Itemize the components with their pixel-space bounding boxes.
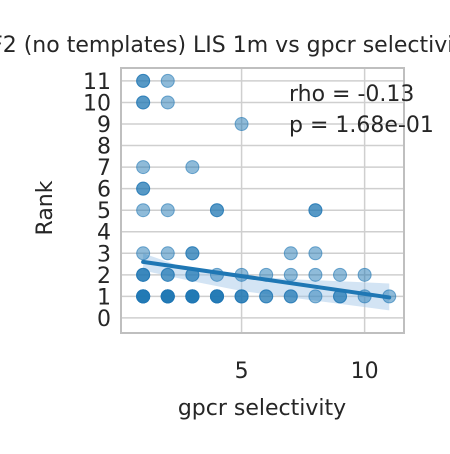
data-point	[160, 289, 175, 304]
y-tick-label: 10	[83, 91, 111, 116]
y-tick-label: 7	[97, 156, 111, 181]
x-tick-labels: 5 10	[235, 359, 379, 384]
data-point	[185, 289, 200, 304]
y-tick-label: 9	[97, 113, 111, 138]
data-point	[308, 203, 323, 218]
data-point	[160, 246, 175, 261]
data-point	[160, 95, 175, 110]
data-point	[283, 289, 298, 304]
data-point	[308, 246, 323, 261]
x-axis-label: gpcr selectivity	[178, 396, 346, 421]
y-tick-label: 11	[83, 70, 111, 95]
data-point	[234, 117, 249, 132]
confidence-band	[143, 253, 390, 311]
y-tick-label: 2	[97, 264, 111, 289]
y-tick-label: 5	[97, 199, 111, 224]
y-tick-label: 6	[97, 178, 111, 203]
x-tick-label: 10	[351, 359, 379, 384]
data-point	[160, 267, 175, 282]
y-tick-label: 0	[97, 307, 111, 332]
scatter-points	[136, 73, 397, 304]
p-value-annotation: p = 1.68e-01	[289, 113, 434, 138]
data-point	[234, 289, 249, 304]
y-tick-label: 1	[97, 285, 111, 310]
data-point	[209, 289, 224, 304]
data-point	[160, 203, 175, 218]
y-axis-label: Rank	[33, 180, 58, 235]
data-point	[185, 160, 200, 175]
regression-line-group	[141, 259, 392, 300]
regression-line	[141, 259, 392, 300]
data-point	[136, 289, 151, 304]
data-point	[136, 203, 151, 218]
x-tick-label: 5	[235, 359, 249, 384]
data-point	[136, 246, 151, 261]
data-point	[308, 267, 323, 282]
y-tick-label: 8	[97, 135, 111, 160]
y-tick-label: 3	[97, 242, 111, 267]
data-point	[160, 73, 175, 88]
y-tick-label: 4	[97, 221, 111, 246]
data-point	[308, 289, 323, 304]
data-point	[136, 181, 151, 196]
data-point	[283, 267, 298, 282]
data-point	[136, 160, 151, 175]
data-point	[209, 203, 224, 218]
rho-annotation: rho = -0.13	[289, 82, 414, 107]
data-point	[136, 95, 151, 110]
plot-frame	[120, 67, 405, 334]
data-point	[136, 267, 151, 282]
data-point	[283, 246, 298, 261]
data-point	[185, 246, 200, 261]
confidence-band-group	[143, 253, 390, 311]
data-point	[259, 289, 274, 304]
data-point	[357, 267, 372, 282]
data-point	[333, 267, 348, 282]
data-point	[136, 73, 151, 88]
chart-title: AF2 (no templates) LIS 1m vs gpcr select…	[0, 33, 450, 58]
